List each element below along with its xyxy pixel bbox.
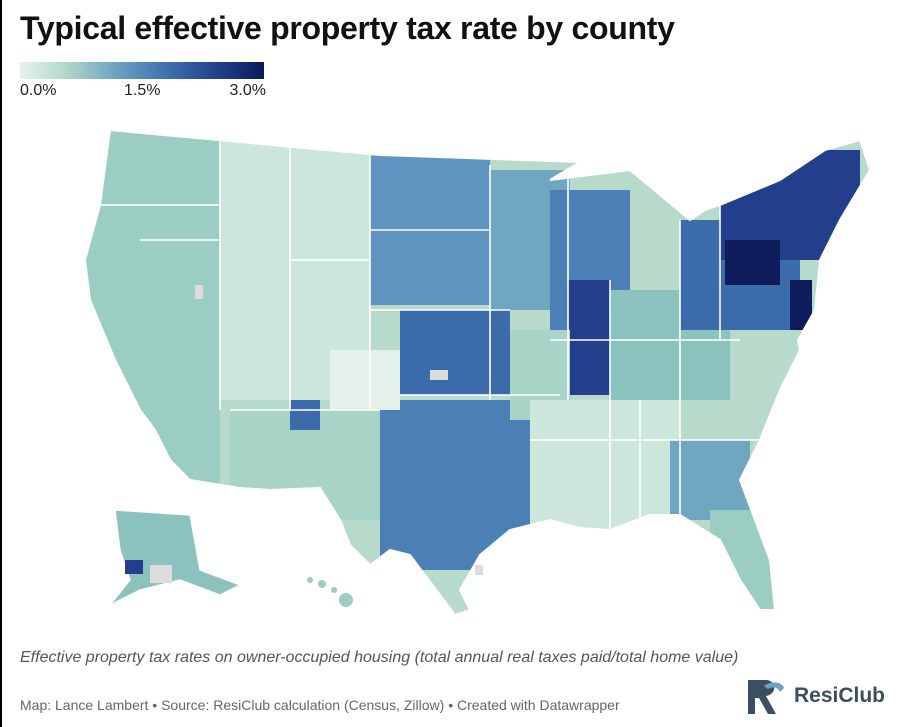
resiclub-logo: ResiClub	[742, 674, 892, 718]
region-florida	[710, 510, 790, 615]
region-new-york	[725, 240, 780, 285]
hawaii	[307, 577, 353, 607]
region-deep-south	[530, 400, 680, 530]
map-title: Typical effective property tax rate by c…	[20, 10, 675, 46]
region-pacific	[85, 130, 220, 490]
left-border	[0, 0, 2, 727]
legend-mid-label: 1.5%	[124, 82, 161, 99]
legend-gradient-bar	[20, 62, 264, 79]
map-caption: Effective property tax rates on owner-oc…	[20, 649, 739, 666]
brand-name: ResiClub	[794, 684, 886, 707]
state-borders	[100, 135, 780, 530]
region-colorado-low	[330, 350, 400, 410]
resiclub-logo-icon	[748, 680, 784, 714]
region-georgia	[670, 440, 750, 520]
region-illinois	[568, 280, 610, 395]
legend-min-label: 0.0%	[20, 82, 57, 99]
legend-max-label: 3.0%	[229, 82, 266, 99]
region-kansas	[400, 310, 510, 395]
alaska	[109, 509, 242, 606]
alaska-no-data-area	[150, 565, 172, 583]
region-colorado-cluster	[290, 400, 320, 430]
source-credit: Map: Lance Lambert • Source: ResiClub ca…	[20, 697, 620, 713]
us-county-map	[83, 128, 872, 617]
alaska-dark-area	[125, 560, 143, 574]
color-legend: 0.0% 1.5% 3.0%	[20, 62, 266, 99]
no-data-counties	[195, 285, 483, 575]
region-new-jersey	[790, 280, 812, 330]
us-outline	[83, 128, 872, 617]
